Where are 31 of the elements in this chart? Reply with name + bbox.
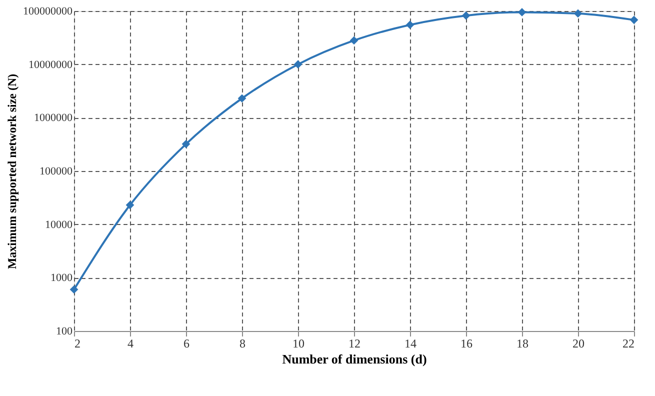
- point: [182, 140, 190, 148]
- x-tick-label: 6: [184, 336, 190, 350]
- x-tick-label: 2: [74, 336, 80, 350]
- x-tick-label: 18: [516, 336, 528, 350]
- y-axis-title: Maximum supported network size (N): [5, 74, 19, 270]
- point: [70, 285, 78, 294]
- point: [574, 9, 582, 18]
- x-tick-label: 10: [292, 336, 304, 350]
- y-tick-label: 100000000: [23, 6, 73, 18]
- x-tick-label: 20: [572, 336, 584, 350]
- x-tick-label: 22: [622, 336, 634, 350]
- y-tick-label: 1000: [50, 272, 73, 284]
- point: [350, 36, 358, 45]
- point: [518, 8, 526, 16]
- y-tick-label: 1000000: [34, 112, 73, 124]
- y-tick-label: 10000: [45, 218, 73, 231]
- point: [294, 60, 302, 69]
- x-axis-title: Number of dimensions (d): [282, 352, 427, 366]
- point: [630, 16, 638, 24]
- y-tick-label: 100000: [40, 166, 73, 178]
- point: [406, 20, 414, 30]
- x-tick-label: 16: [460, 336, 472, 350]
- point: [462, 11, 470, 20]
- point: [238, 94, 246, 103]
- x-tick-label: 4: [128, 336, 134, 350]
- y-tick-label: 10000000: [28, 58, 73, 71]
- x-tick-label: 14: [404, 336, 416, 350]
- x-tick-label: 12: [348, 336, 360, 350]
- point: [126, 200, 134, 210]
- x-tick-label: 8: [240, 336, 246, 350]
- y-tick-label: 100: [56, 326, 73, 338]
